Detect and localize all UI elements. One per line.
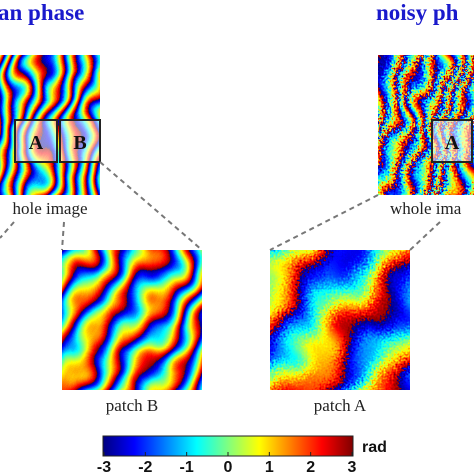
colorbar-tick-label: -3	[97, 459, 111, 474]
left-title: an phase	[0, 0, 84, 25]
patch-boxes	[14, 119, 473, 163]
colorbar-unit: rad	[362, 439, 387, 456]
colorbar-tick-label: 1	[265, 459, 274, 474]
box-label: A	[29, 132, 44, 154]
colorbar-tick-label: -1	[180, 459, 194, 474]
right-title: noisy ph	[376, 0, 459, 25]
colorbar-tick-label: 3	[348, 459, 357, 474]
colorbar-tick-label: 0	[224, 459, 233, 474]
colorbar-tick-label: 2	[306, 459, 315, 474]
patch-a-image	[270, 250, 410, 390]
caption: patch B	[106, 396, 158, 415]
caption: patch A	[314, 396, 367, 415]
caption: whole ima	[390, 199, 462, 218]
patch-b-image	[62, 250, 202, 390]
colorbar-tick-label: -2	[138, 459, 152, 474]
caption: hole image	[12, 199, 87, 218]
box-label: A	[445, 132, 460, 154]
box-label: B	[73, 132, 86, 154]
connector-lines	[0, 161, 441, 251]
